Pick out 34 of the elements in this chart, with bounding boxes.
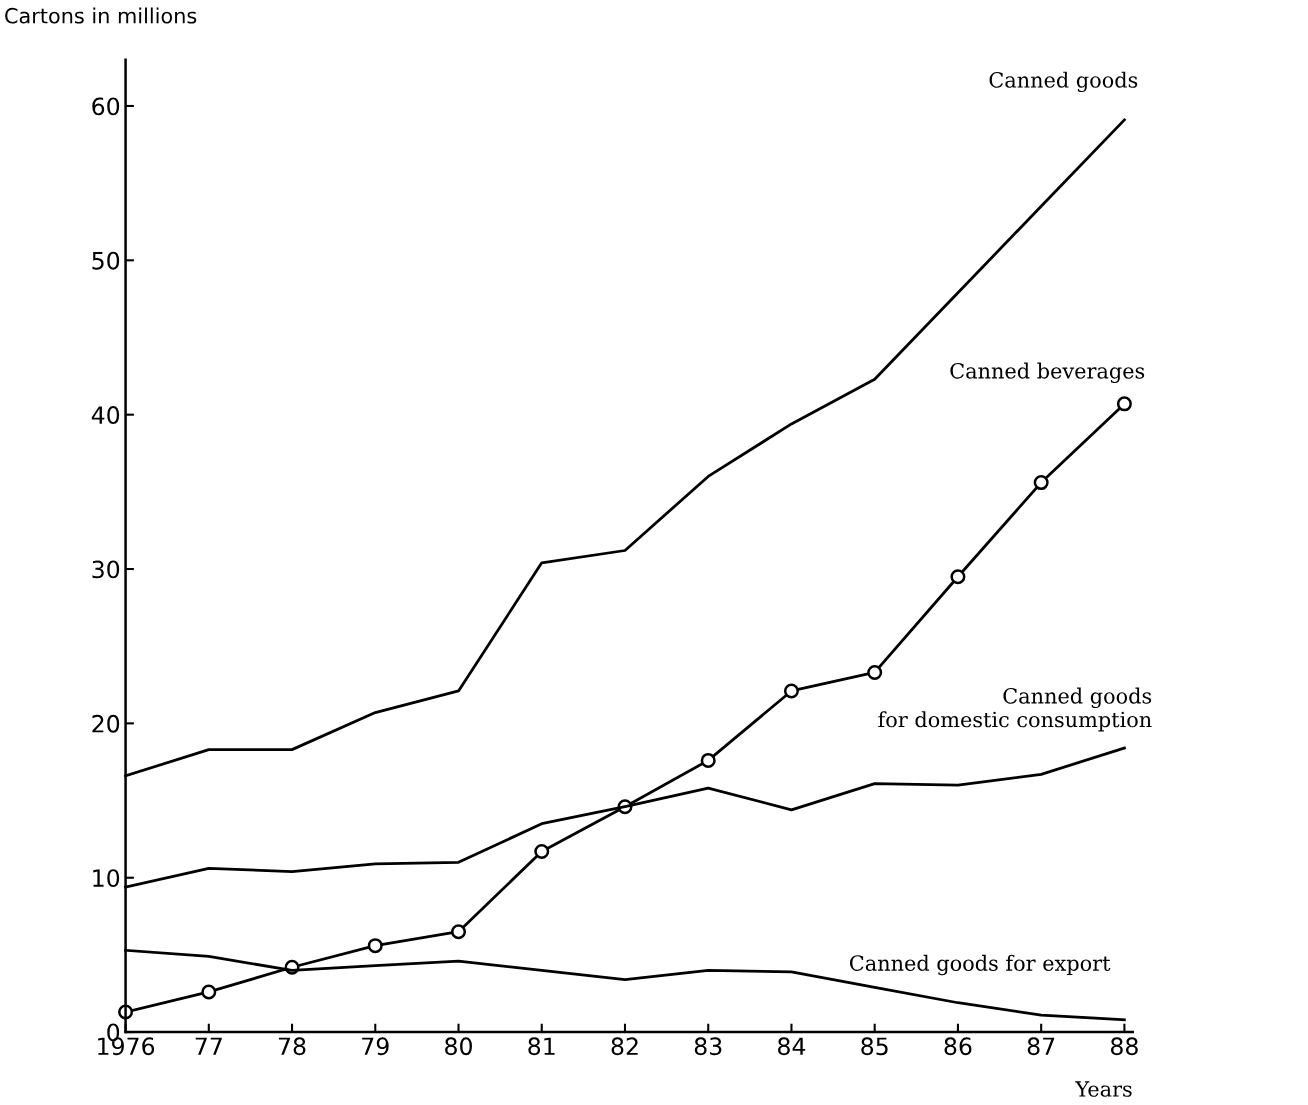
series-label: Canned goods for export	[850, 954, 1111, 976]
y-tick-label: 60	[92, 97, 120, 116]
series-label: Canned goods for domestic consumption	[878, 687, 1152, 732]
point	[783, 683, 799, 699]
x-tick-label: 85	[861, 1037, 888, 1056]
x-tick-label: 80	[445, 1037, 472, 1056]
x-tick-label: 77	[195, 1037, 222, 1055]
x-tick-label: 87	[1027, 1037, 1055, 1056]
point	[367, 938, 383, 954]
point	[534, 843, 550, 859]
y-tick-label: 40	[91, 406, 120, 424]
point	[1033, 475, 1049, 491]
point	[700, 752, 716, 768]
y-tick-label: 20	[92, 714, 120, 733]
series-label: Canned goods	[989, 71, 1138, 93]
point	[451, 924, 467, 940]
y-tick-label: 50	[92, 251, 120, 270]
x-tick-label: 81	[528, 1037, 555, 1056]
point	[867, 664, 883, 680]
x-tick-label: 82	[611, 1037, 638, 1056]
x-tick-label: 86	[944, 1037, 972, 1056]
x-tick-label: 88	[1110, 1037, 1138, 1056]
y-axis-title: Cartons in millions	[5, 7, 197, 24]
x-tick-label: 78	[278, 1037, 306, 1056]
series-label: Canned beverages	[950, 362, 1145, 384]
x-tick-label: 79	[362, 1037, 389, 1056]
x-tick-label: 84	[778, 1037, 806, 1056]
point	[1116, 396, 1132, 412]
point	[201, 984, 217, 1000]
x-axis-title: Years	[1075, 1081, 1132, 1097]
x-tick-label: 83	[694, 1037, 722, 1056]
y-tick-label: 30	[92, 560, 120, 579]
point	[950, 569, 966, 585]
y-tick-label: 10	[93, 869, 120, 888]
